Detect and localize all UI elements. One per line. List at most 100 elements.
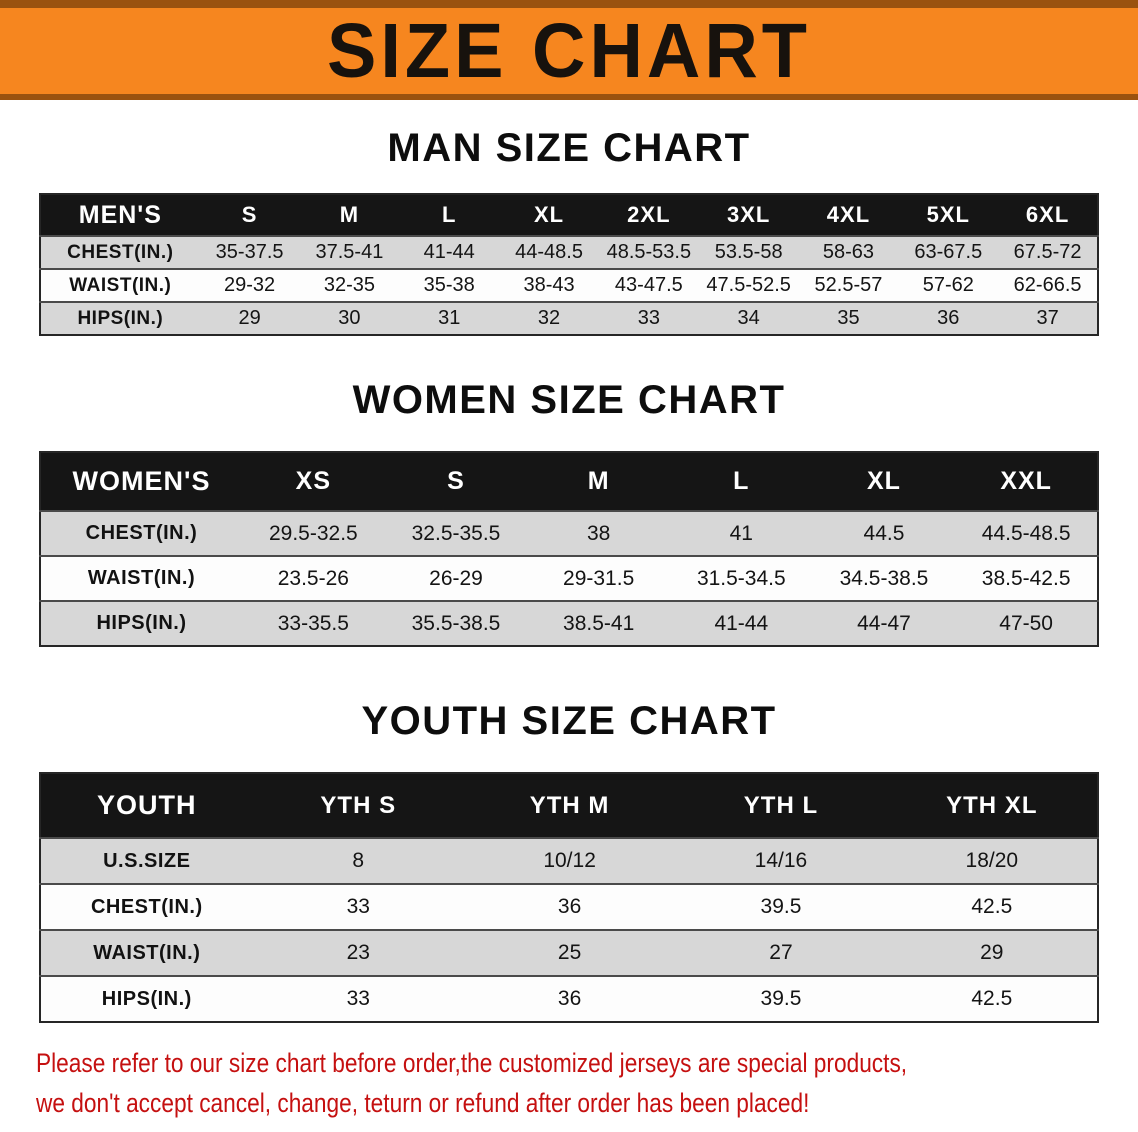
size-value-cell: 38.5-42.5 <box>981 566 1071 590</box>
table-header-row: MEN'S S M L XL 2XL 3XL 4XL 5XL 6XL <box>40 194 1098 236</box>
women-size-section: WOMEN SIZE CHART WOMEN'S XS S M L XL XXL CHEST(… <box>0 336 1138 647</box>
size-value-cell: 37.5-41 <box>315 241 384 263</box>
size-column-header: 6XL <box>1025 202 1070 227</box>
size-value-cell: 8 <box>352 849 365 872</box>
size-value-cell: 35 <box>837 307 860 329</box>
table-title-cell: MEN'S <box>78 200 162 229</box>
size-value-cell: 32 <box>537 307 561 329</box>
size-value-cell: 38-43 <box>523 274 575 296</box>
table-body: CHEST(IN.) 29.5-32.5 32.5-35.5 38 41 44.5 44.5… <box>40 511 1098 646</box>
size-value-cell: 44.5-48.5 <box>981 521 1071 545</box>
size-column-header: 5XL <box>926 202 970 227</box>
size-column-header: L <box>441 202 457 227</box>
size-column-header: M <box>587 467 610 495</box>
table-title-cell: YOUTH <box>97 790 197 820</box>
size-value-cell: 31 <box>438 307 461 329</box>
disclaimer-line-1: Please refer to our size chart before or… <box>36 1048 908 1078</box>
measurement-label-cell: CHEST(IN.) <box>85 522 198 544</box>
measurement-row: WAIST(IN.) 29-32 32-35 35-38 38-43 43-47.5 47.… <box>40 269 1098 302</box>
men-size-table: MEN'S S M L XL 2XL 3XL 4XL 5XL 6XL CHEST(IN.) 35-37… <box>39 193 1099 336</box>
size-column-header: YTH L <box>743 791 819 819</box>
size-value-cell: 31.5-34.5 <box>696 566 786 590</box>
size-value-cell: 41-44 <box>714 611 769 635</box>
measurement-label-cell: WAIST(IN.) <box>87 567 196 589</box>
size-value-cell: 36 <box>557 987 582 1010</box>
measurement-row: CHEST(IN.) 35-37.5 37.5-41 41-44 44-48.5 48.5… <box>40 236 1098 269</box>
table-head: WOMEN'S XS S M L XL XXL <box>40 452 1098 511</box>
measurement-label-cell: HIPS(IN.) <box>101 987 192 1010</box>
size-column-header: XS <box>295 467 332 495</box>
size-value-cell: 29-31.5 <box>563 566 635 590</box>
size-value-cell: 10/12 <box>543 849 596 872</box>
size-value-cell: 32.5-35.5 <box>411 521 501 545</box>
measurement-row: HIPS(IN.) 29 30 31 32 33 34 35 36 37 <box>40 302 1098 335</box>
size-column-header: L <box>733 467 750 495</box>
size-value-cell: 26-29 <box>429 566 483 590</box>
size-value-cell: 47-50 <box>999 611 1053 635</box>
banner: SIZE CHART <box>0 0 1138 100</box>
men-section-heading: MAN SIZE CHART <box>387 126 751 170</box>
size-value-cell: 39.5 <box>760 895 802 918</box>
table-header-row: YOUTH YTH S YTH M YTH L YTH XL <box>40 773 1098 838</box>
size-column-header: YTH M <box>529 791 610 819</box>
size-value-cell: 44.5 <box>863 521 905 545</box>
size-value-cell: 32-35 <box>323 274 375 296</box>
size-value-cell: 23.5-26 <box>277 566 349 590</box>
youth-size-section: YOUTH SIZE CHART YOUTH YTH S YTH M YTH L YTH… <box>0 647 1138 1023</box>
measurement-row: WAIST(IN.) 23 25 27 29 <box>40 930 1098 976</box>
youth-size-table: YOUTH YTH S YTH M YTH L YTH XL U.S.SIZE 8 10/12… <box>39 772 1099 1023</box>
measurement-row: WAIST(IN.) 23.5-26 26-29 29-31.5 31.5-34.5 34… <box>40 556 1098 601</box>
measurement-label-cell: WAIST(IN.) <box>93 941 201 964</box>
size-value-cell: 67.5-72 <box>1013 241 1082 263</box>
size-value-cell: 36 <box>937 307 960 329</box>
table-body: CHEST(IN.) 35-37.5 37.5-41 41-44 44-48.5 48.5… <box>40 236 1098 335</box>
size-value-cell: 57-62 <box>922 274 974 296</box>
size-value-cell: 34 <box>737 307 760 329</box>
size-value-cell: 29-32 <box>224 274 276 296</box>
size-value-cell: 35-38 <box>423 274 475 296</box>
size-value-cell: 38.5-41 <box>563 611 635 635</box>
size-value-cell: 29.5-32.5 <box>268 521 358 545</box>
size-value-cell: 23 <box>346 941 370 964</box>
size-column-header: 2XL <box>627 202 671 227</box>
size-value-cell: 39.5 <box>760 987 802 1010</box>
size-value-cell: 62-66.5 <box>1013 274 1082 296</box>
size-value-cell: 33 <box>637 307 660 329</box>
youth-section-heading: YOUTH SIZE CHART <box>361 699 777 743</box>
size-value-cell: 44-47 <box>857 611 911 635</box>
measurement-label-cell: CHEST(IN.) <box>67 241 174 263</box>
size-value-cell: 58-63 <box>822 241 875 263</box>
size-value-cell: 48.5-53.5 <box>606 241 692 263</box>
measurement-label-cell: HIPS(IN.) <box>77 307 164 329</box>
measurement-row: CHEST(IN.) 29.5-32.5 32.5-35.5 38 41 44.5 44.5… <box>40 511 1098 556</box>
men-size-section: MAN SIZE CHART MEN'S S M L XL 2XL 3XL 4XL 5XL 6XL… <box>0 100 1138 336</box>
table-title-cell: WOMEN'S <box>72 466 211 496</box>
size-value-cell: 41 <box>729 521 753 545</box>
size-value-cell: 52.5-57 <box>814 274 883 296</box>
size-value-cell: 42.5 <box>971 895 1013 918</box>
size-column-header: XL <box>533 202 565 227</box>
size-value-cell: 42.5 <box>971 987 1013 1010</box>
measurement-row: U.S.SIZE 8 10/12 14/16 18/20 <box>40 838 1098 884</box>
size-column-header: M <box>339 202 360 227</box>
size-value-cell: 29 <box>980 941 1004 964</box>
size-column-header: S <box>241 202 258 227</box>
size-value-cell: 43-47.5 <box>614 274 683 296</box>
disclaimer-line-2: we don't accept cancel, change, teturn o… <box>36 1088 810 1118</box>
size-value-cell: 36 <box>557 895 582 918</box>
measurement-row: HIPS(IN.) 33-35.5 35.5-38.5 38.5-41 41-44 44-… <box>40 601 1098 646</box>
size-value-cell: 41-44 <box>423 241 475 263</box>
size-value-cell: 38 <box>586 521 611 545</box>
size-value-cell: 25 <box>557 941 582 964</box>
size-value-cell: 53.5-58 <box>714 241 783 263</box>
size-value-cell: 33 <box>346 987 370 1010</box>
women-size-table: WOMEN'S XS S M L XL XXL CHEST(IN.) 29.5-32.5 32.5… <box>39 451 1099 647</box>
measurement-row: HIPS(IN.) 33 36 39.5 42.5 <box>40 976 1098 1022</box>
size-column-header: YTH S <box>320 791 397 819</box>
size-value-cell: 30 <box>338 307 361 329</box>
size-value-cell: 63-67.5 <box>914 241 983 263</box>
size-value-cell: 35-37.5 <box>215 241 284 263</box>
measurement-label-cell: WAIST(IN.) <box>69 274 172 296</box>
size-value-cell: 14/16 <box>754 849 808 872</box>
size-column-header: XXL <box>1000 467 1052 495</box>
